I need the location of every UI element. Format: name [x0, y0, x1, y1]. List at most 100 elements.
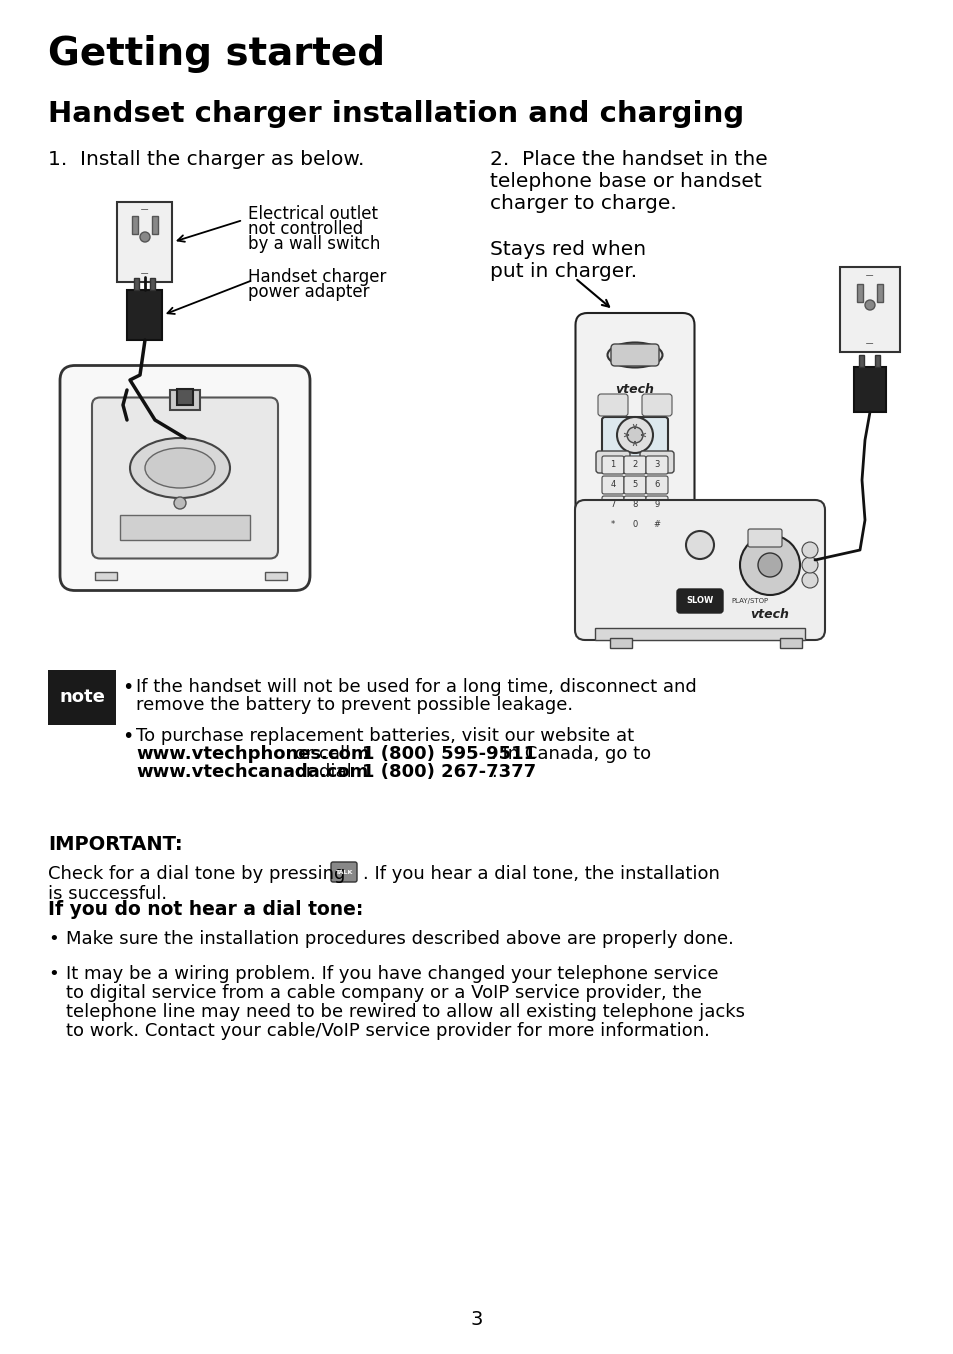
Text: −: − — [140, 204, 150, 215]
Text: 1.  Install the charger as below.: 1. Install the charger as below. — [48, 150, 364, 169]
FancyBboxPatch shape — [747, 529, 781, 547]
Bar — [875, 356, 880, 367]
Bar — [595, 628, 804, 640]
Text: . In Canada, go to: . In Canada, go to — [490, 745, 650, 764]
Text: 5: 5 — [632, 481, 637, 490]
Text: Check for a dial tone by pressing: Check for a dial tone by pressing — [48, 865, 345, 883]
Text: 1 (800) 595-9511: 1 (800) 595-9511 — [361, 745, 536, 764]
Bar — [151, 278, 155, 290]
Text: 3: 3 — [471, 1311, 482, 1330]
Text: 7: 7 — [610, 501, 615, 509]
Circle shape — [685, 531, 713, 559]
FancyBboxPatch shape — [601, 477, 623, 494]
Text: note: note — [59, 688, 105, 707]
Circle shape — [801, 556, 817, 573]
Circle shape — [173, 497, 186, 509]
FancyBboxPatch shape — [598, 394, 627, 416]
Bar — [117, 202, 172, 282]
FancyBboxPatch shape — [60, 366, 310, 590]
Bar — [856, 284, 862, 302]
Text: It may be a wiring problem. If you have changed your telephone service: It may be a wiring problem. If you have … — [66, 965, 718, 983]
Circle shape — [140, 232, 150, 242]
Text: power adapter: power adapter — [248, 283, 369, 301]
FancyBboxPatch shape — [575, 500, 824, 640]
Bar — [134, 278, 139, 290]
Text: •: • — [48, 965, 59, 983]
Circle shape — [758, 552, 781, 577]
FancyBboxPatch shape — [623, 456, 645, 474]
Text: Getting started: Getting started — [48, 35, 385, 73]
Text: •: • — [122, 727, 133, 746]
Text: If you do not hear a dial tone:: If you do not hear a dial tone: — [48, 900, 363, 919]
Text: put in charger.: put in charger. — [490, 263, 637, 282]
Text: Handset charger installation and charging: Handset charger installation and chargin… — [48, 100, 743, 129]
Text: #: # — [653, 520, 659, 529]
Bar — [840, 268, 899, 352]
Text: to digital service from a cable company or a VoIP service provider, the: to digital service from a cable company … — [66, 984, 701, 1002]
Text: remove the battery to prevent possible leakage.: remove the battery to prevent possible l… — [136, 696, 573, 714]
Text: 1: 1 — [610, 460, 615, 470]
Text: If the handset will not be used for a long time, disconnect and: If the handset will not be used for a lo… — [136, 678, 696, 696]
FancyBboxPatch shape — [623, 496, 645, 515]
Circle shape — [617, 417, 652, 454]
FancyBboxPatch shape — [623, 477, 645, 494]
FancyBboxPatch shape — [601, 516, 623, 533]
Text: Handset charger: Handset charger — [248, 268, 386, 286]
Ellipse shape — [607, 343, 661, 367]
Text: to work. Contact your cable/VoIP service provider for more information.: to work. Contact your cable/VoIP service… — [66, 1022, 709, 1040]
Circle shape — [740, 535, 800, 594]
Text: 2.  Place the handset in the: 2. Place the handset in the — [490, 150, 767, 169]
FancyBboxPatch shape — [331, 862, 356, 881]
Text: Stays red when: Stays red when — [490, 240, 645, 259]
Bar — [609, 638, 631, 649]
Text: 8: 8 — [632, 501, 637, 509]
Text: Make sure the installation procedures described above are properly done.: Make sure the installation procedures de… — [66, 930, 733, 948]
Text: 2: 2 — [632, 460, 637, 470]
FancyBboxPatch shape — [645, 496, 667, 515]
Circle shape — [626, 427, 642, 443]
Text: or dial: or dial — [289, 764, 357, 781]
Text: To purchase replacement batteries, visit our website at: To purchase replacement batteries, visit… — [136, 727, 634, 745]
Circle shape — [801, 571, 817, 588]
FancyBboxPatch shape — [610, 344, 659, 366]
Text: 3: 3 — [654, 460, 659, 470]
Bar — [853, 367, 885, 413]
Text: vtech: vtech — [750, 608, 789, 621]
Text: PLAY/STOP: PLAY/STOP — [731, 598, 768, 604]
Bar — [265, 573, 287, 581]
Ellipse shape — [619, 525, 649, 544]
Ellipse shape — [130, 437, 230, 498]
Text: −: − — [140, 269, 150, 279]
Text: *: * — [610, 520, 615, 529]
Bar — [132, 217, 138, 234]
Bar — [170, 390, 200, 410]
Text: Electrical outlet: Electrical outlet — [248, 204, 377, 223]
Text: .: . — [490, 764, 496, 781]
FancyBboxPatch shape — [623, 516, 645, 533]
Bar — [128, 290, 162, 340]
FancyBboxPatch shape — [639, 451, 673, 473]
Text: •: • — [48, 930, 59, 948]
Text: 6: 6 — [654, 481, 659, 490]
Circle shape — [864, 301, 874, 310]
FancyBboxPatch shape — [601, 496, 623, 515]
Text: telephone line may need to be rewired to allow all existing telephone jacks: telephone line may need to be rewired to… — [66, 1003, 744, 1021]
Text: by a wall switch: by a wall switch — [248, 236, 380, 253]
FancyBboxPatch shape — [596, 451, 629, 473]
Text: •: • — [122, 678, 133, 697]
Bar — [152, 217, 158, 234]
Bar — [780, 638, 801, 649]
Text: 1 (800) 267-7377: 1 (800) 267-7377 — [361, 764, 536, 781]
FancyBboxPatch shape — [645, 456, 667, 474]
Text: IMPORTANT:: IMPORTANT: — [48, 835, 182, 854]
FancyBboxPatch shape — [677, 589, 722, 613]
Text: TALK: TALK — [335, 869, 353, 875]
Text: is successful.: is successful. — [48, 886, 167, 903]
Bar — [95, 573, 117, 581]
Text: www.vtechphones.com: www.vtechphones.com — [136, 745, 369, 764]
Bar — [859, 356, 863, 367]
Text: vtech: vtech — [615, 383, 654, 397]
Text: −: − — [864, 340, 874, 349]
FancyBboxPatch shape — [645, 477, 667, 494]
FancyBboxPatch shape — [641, 394, 671, 416]
